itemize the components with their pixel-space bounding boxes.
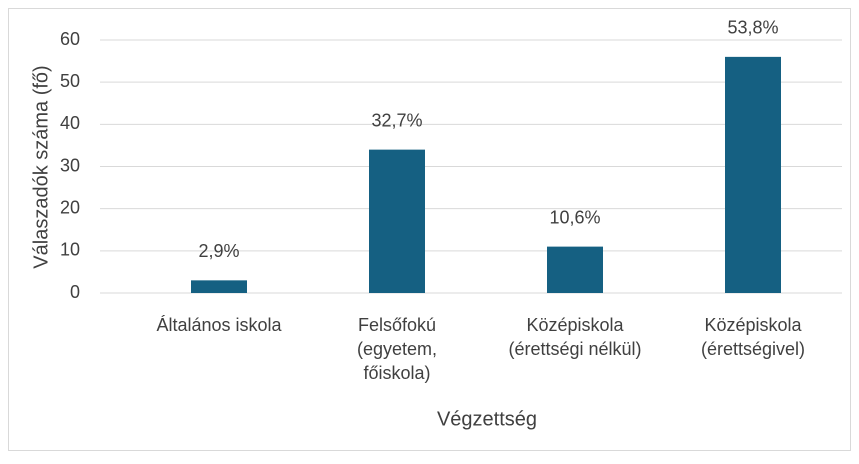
y-tick-label: 60 <box>60 29 80 49</box>
x-tick-label-line: Középiskola <box>704 315 802 335</box>
y-tick-label: 40 <box>60 113 80 133</box>
data-label: 2,9% <box>198 241 239 261</box>
x-tick-label: Középiskola (érettségivel) <box>701 315 805 359</box>
x-tick-label: Középiskola (érettségi nélkül) <box>508 315 641 359</box>
x-tick-label: Felsőfokú (egyetem, főiskola) <box>357 315 437 383</box>
bar <box>369 149 425 293</box>
chart-border <box>8 8 851 451</box>
x-axis-title: Végzettség <box>437 408 537 430</box>
x-tick-label-line: (érettségi nélkül) <box>508 339 641 359</box>
data-label: 53,8% <box>727 18 778 38</box>
bar <box>191 280 247 293</box>
x-tick-label-line: Általános iskola <box>156 315 282 335</box>
x-tick-label-line: Középiskola <box>526 315 624 335</box>
data-label: 10,6% <box>549 207 600 227</box>
x-tick-label-line: Felsőfokú <box>358 315 436 335</box>
y-tick-label: 10 <box>60 240 80 260</box>
x-tick-label: Általános iskola <box>156 315 282 335</box>
x-tick-label-line: főiskola) <box>363 363 430 383</box>
y-tick-label: 0 <box>70 282 80 302</box>
bar <box>725 56 781 293</box>
y-tick-label: 20 <box>60 197 80 217</box>
x-tick-label-line: (egyetem, <box>357 339 437 359</box>
y-tick-label: 30 <box>60 155 80 175</box>
data-label: 32,7% <box>371 110 422 130</box>
bar <box>547 246 603 293</box>
y-tick-label: 50 <box>60 71 80 91</box>
y-axis-title: Válaszadók száma (fő) <box>30 65 52 268</box>
x-tick-label-line: (érettségivel) <box>701 339 805 359</box>
